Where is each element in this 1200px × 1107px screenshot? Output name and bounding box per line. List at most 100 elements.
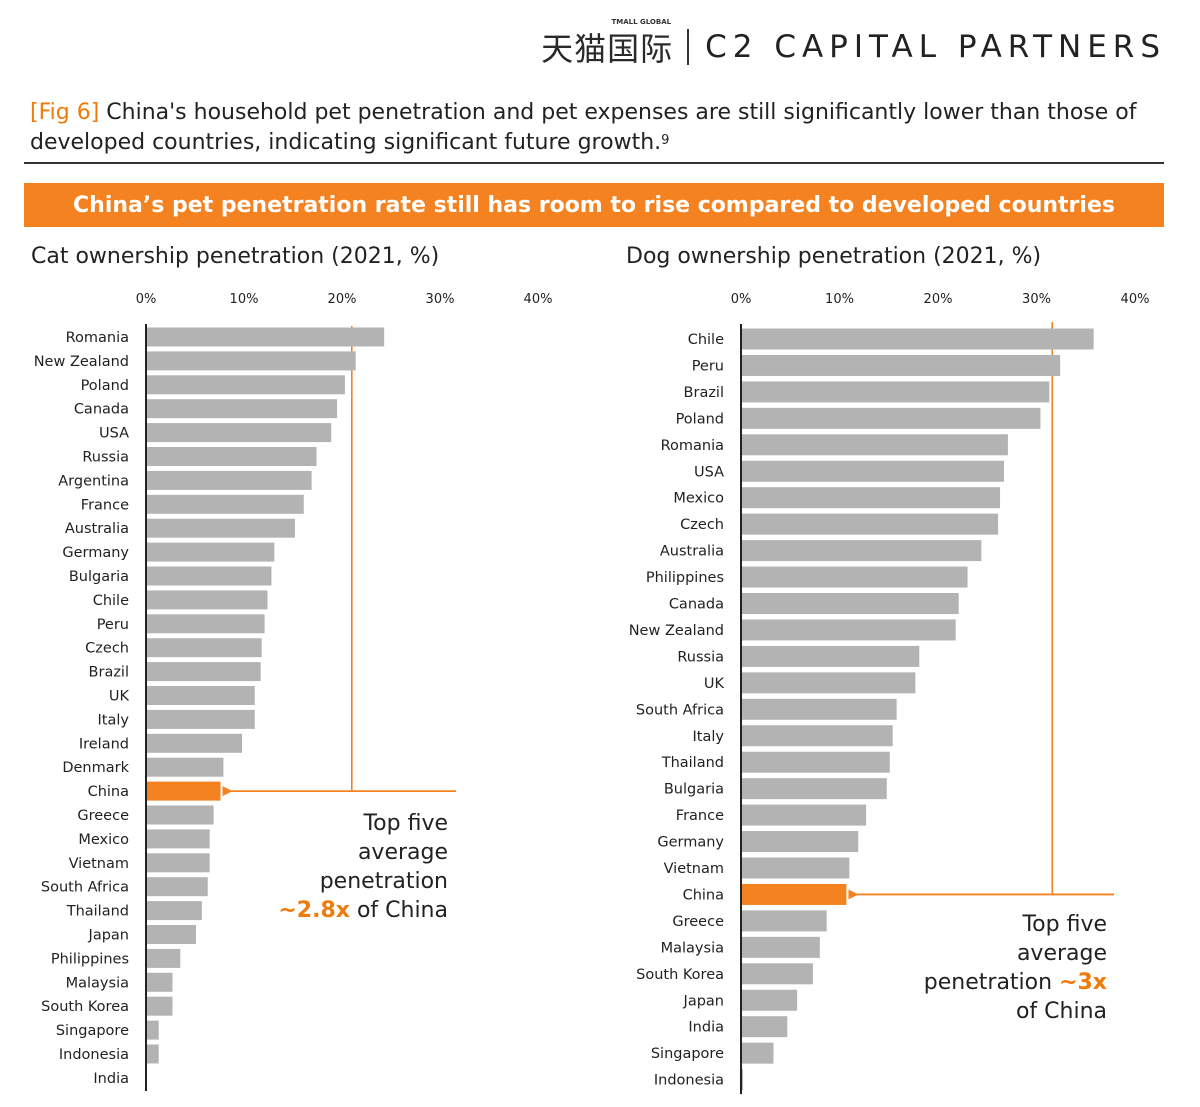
cat-bar-greece [146,805,214,825]
dog-bar-russia [741,645,920,667]
banner-text: China’s pet penetration rate still has r… [73,192,1115,218]
cat-category-label: Singapore [56,1023,129,1039]
cat-category-label: Argentina [58,473,129,489]
dog-bar-south-africa [741,698,897,720]
cat-category-label: France [81,497,129,513]
cat-category-label: Ireland [79,736,129,752]
dog-bar-chile [741,328,1094,350]
dog-callout-multiplier: ~3x [1059,970,1107,995]
cat-bar-china [146,781,221,801]
cat-bar-denmark [146,757,224,777]
cat-category-label: Peru [97,617,129,633]
cat-callout-line-3: penetration [319,869,448,894]
dog-callout-line-2: average [1016,941,1107,966]
tmall-global-chinese-label: 天猫国际 [541,30,674,68]
dog-category-label: South Korea [636,967,724,983]
cat-tick-label: 40% [524,292,553,307]
cat-tick-label: 20% [328,292,357,307]
cat-bar-japan [146,925,196,944]
cat-bar-south-korea [146,996,173,1016]
dog-category-label: Malaysia [661,940,724,956]
cat-category-label: Vietnam [69,856,129,872]
figure-title-text: China's household pet penetration and pe… [30,100,1137,155]
cat-bar-france [146,494,304,514]
cat-bar-canada [146,399,338,419]
cat-bar-romania [146,327,385,347]
cat-bar-czech [146,638,262,658]
dog-bar-malaysia [741,936,820,958]
cat-bar-poland [146,375,345,395]
dog-category-label: Philippines [646,570,724,586]
dog-bar-thailand [741,751,890,773]
dog-category-label: Brazil [684,385,724,401]
title-divider [24,162,1164,164]
cat-category-label: Australia [65,521,129,537]
dog-category-label: Mexico [673,491,724,507]
dog-callout-line-4: of China [1015,999,1107,1024]
dog-bar-new-zealand [741,619,956,641]
cat-callout: Top five average penetration ~2.8x of Ch… [270,809,448,925]
dog-category-label: Indonesia [654,1073,724,1089]
cat-category-label: UK [109,689,130,705]
cat-bar-australia [146,518,295,538]
cat-bar-russia [146,447,317,466]
dog-bar-india [741,1016,788,1038]
cat-bar-vietnam [146,853,210,873]
dog-bar-china [741,883,847,905]
dog-bar-philippines [741,566,968,588]
cat-bar-argentina [146,470,312,490]
dog-bar-france [741,804,867,826]
cat-bar-uk [146,686,255,705]
cat-bar-peru [146,614,265,634]
dog-bar-germany [741,831,859,853]
dog-category-label: Greece [672,914,724,930]
dog-category-label: Canada [669,597,724,613]
figure-tag: [Fig 6] [30,100,100,125]
cat-category-label: Denmark [62,760,129,776]
dog-callout: Top five average penetration ~3x of Chin… [905,910,1107,1026]
cat-callout-line-1: Top five [363,811,448,836]
cat-category-label: South Korea [41,999,129,1015]
dog-callout-line-3: penetration ~3x [905,968,1107,997]
dog-category-label: USA [694,464,724,480]
cat-category-label: Indonesia [59,1047,129,1063]
cat-bar-thailand [146,901,202,921]
brand-logo: TMALL GLOBAL 天猫国际 C2 CAPITAL PARTNERS [541,18,1166,70]
footnote-marker: 9 [661,133,670,148]
dog-bar-poland [741,407,1041,429]
dog-category-label: France [676,808,724,824]
cat-bar-indonesia [146,1044,159,1064]
dog-category-label: Bulgaria [664,782,724,798]
cat-ownership-chart: 0% 10% 20% 30% 40% Romania New Zealand Poland Ca… [34,292,553,1092]
dog-bar-romania [741,434,1008,456]
cat-category-label: India [93,1071,129,1087]
cat-bar-malaysia [146,972,173,992]
dog-category-label: UK [704,676,725,692]
cat-category-label: Malaysia [66,975,129,991]
cat-category-label: Japan [88,928,129,944]
dog-tick-label: 30% [1022,292,1051,307]
cat-bar-new-zealand [146,351,356,371]
cat-category-label: Brazil [89,665,129,681]
cat-category-label: USA [99,426,129,442]
dog-category-label: Singapore [651,1046,724,1062]
dog-category-label: Italy [693,729,725,745]
cat-category-label: Germany [62,545,129,561]
dog-tick-label: 10% [825,292,854,307]
dog-bar-italy [741,725,893,747]
cat-bar-singapore [146,1020,159,1040]
cat-bar-germany [146,542,275,562]
cat-category-label: Mexico [78,832,129,848]
cat-callout-line-2: average [357,840,448,865]
section-banner: China’s pet penetration rate still has r… [24,183,1164,227]
cat-bar-south-africa [146,877,208,897]
dog-bar-mexico [741,487,1001,509]
dog-bar-brazil [741,381,1050,403]
dog-bar-australia [741,540,982,562]
dog-ownership-chart: 0% 10% 20% 30% 40% Chile Peru Brazil Poland Roman… [629,292,1149,1095]
cat-bar-brazil [146,662,261,682]
dog-category-label: Poland [676,411,724,427]
cat-category-label: Greece [77,808,129,824]
cat-chart-title: Cat ownership penetration (2021, %) [31,244,440,269]
